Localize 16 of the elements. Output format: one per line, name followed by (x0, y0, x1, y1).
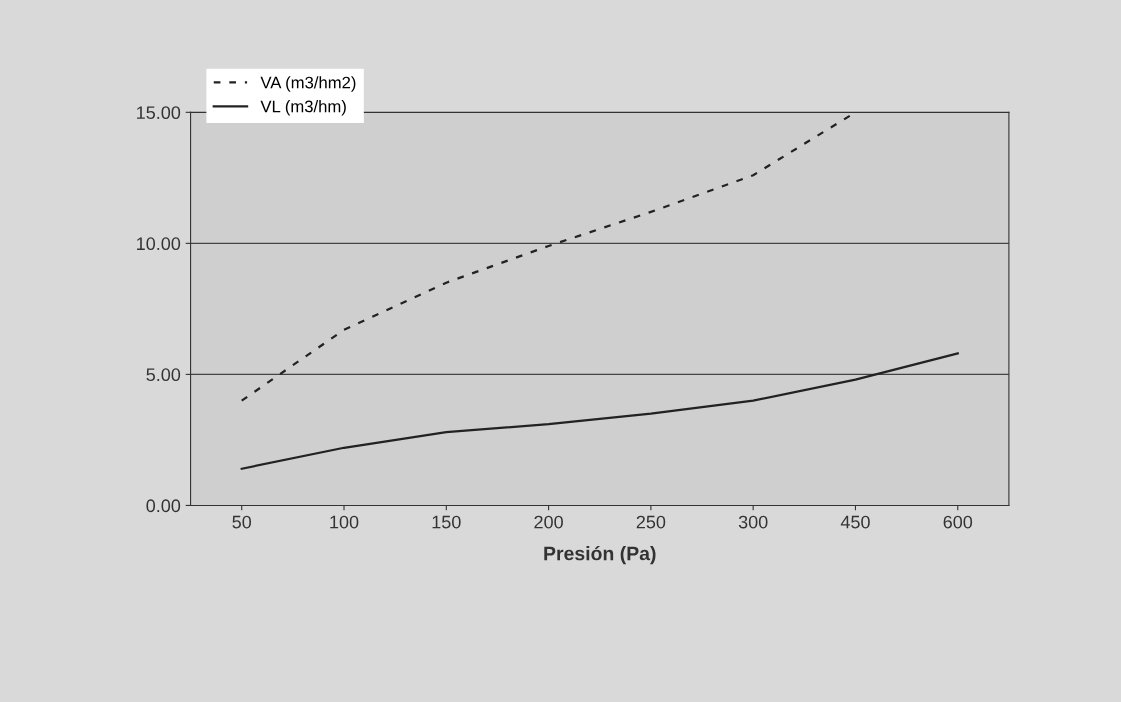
y-tick-label: 15.00 (137, 106, 181, 120)
x-tick-label: 50 (232, 515, 252, 529)
x-tick-label: 100 (330, 515, 359, 529)
legend-label: VA (m3/hm2) (260, 76, 356, 92)
y-tick-label: 5.00 (146, 368, 181, 382)
x-tick-label: 200 (534, 515, 563, 529)
legend-label: VL (m3/hm) (260, 100, 346, 116)
x-tick-label: 450 (840, 515, 870, 529)
line-series (240, 352, 959, 470)
x-axis-title: Presión (Pa) (544, 545, 656, 565)
y-tick-label: 0.00 (146, 499, 181, 513)
x-tick-label: 250 (636, 515, 666, 529)
x-tick-label: 300 (738, 515, 768, 529)
x-tick-label: 150 (432, 515, 461, 529)
x-tick-label: 600 (943, 515, 973, 529)
y-tick-label: 10.00 (137, 237, 181, 251)
